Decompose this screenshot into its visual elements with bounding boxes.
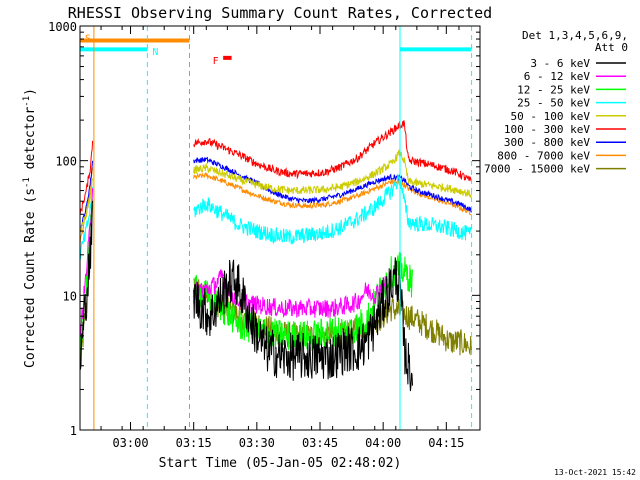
legend-entry: 300 - 800 keV [504,136,626,149]
x-tick-label: 04:00 [365,436,401,450]
legend-entry: 50 - 100 keV [511,110,626,123]
legend-label: 50 - 100 keV [511,110,591,123]
legend-entry: 3 - 6 keV [530,57,626,70]
legend-label: 7000 - 15000 keV [484,163,590,176]
y-axis-label-sup-1: -1 [22,177,32,188]
series-line [80,140,94,214]
plot-frame [79,25,481,431]
legend-entry: 6 - 12 keV [524,70,626,83]
legend-label: 3 - 6 keV [530,57,590,70]
legend-label: 100 - 300 keV [504,123,590,136]
generation-timestamp: 13-Oct-2021 15:42 [554,468,636,477]
series-line [80,177,94,234]
x-tick-label: 03:00 [112,436,148,450]
series-line [193,156,473,213]
legend-header-line-1: Det 1,3,4,5,6,9, [522,29,628,42]
x-axis-label: Start Time (05-Jan-05 02:48:02) [159,456,402,471]
series-50-100-kev [80,148,473,234]
y-tick-label: 100 [55,155,77,169]
series-line [193,174,472,246]
data-layer [80,119,473,392]
y-tick-label: 1 [70,424,77,438]
x-tick-label: 03:30 [239,436,275,450]
y-axis-label-sup-2: -1 [22,96,32,107]
legend-entry: 12 - 25 keV [517,83,626,96]
x-tick-label: 03:15 [176,436,212,450]
series-line [80,188,94,335]
series-line [193,257,413,392]
y-axis-label-main: Corrected Count Rate (s [23,188,38,368]
legend-entry: 800 - 7000 keV [497,149,626,162]
series-line [80,186,94,260]
annotation-s: S [85,34,91,45]
series-3-6-kev [80,200,413,392]
legend-entry: 100 - 300 keV [504,123,626,136]
legend-label: 12 - 25 keV [517,83,590,96]
legend-header-line-2: Att 0 [595,41,628,54]
legend-label: 25 - 50 keV [517,97,590,110]
series-100-300-kev [80,119,472,214]
legend-label: 800 - 7000 keV [497,149,590,162]
series-line [80,200,94,370]
y-axis-label: Corrected Count Rate (s-1 detector-1) [22,88,38,368]
chart-title: RHESSI Observing Summary Count Rates, Co… [68,4,492,22]
series-25-50-kev [80,174,472,260]
annotation-f: F [213,56,219,67]
annotation-n: N [152,47,158,58]
x-tick-label: 04:15 [428,436,464,450]
x-tick-label: 03:45 [302,436,338,450]
y-tick-label: 1000 [48,20,77,34]
series-line [193,172,472,216]
series-line [193,119,472,182]
plot-area: S N F 1 10 100 1000 03:00 03:15 03:30 03:45 04:00 04… [48,20,481,450]
y-tick-label: 10 [63,289,77,303]
y-axis-label-mid: detector [23,107,38,178]
legend-label: 6 - 12 keV [524,70,591,83]
legend-entry: 7000 - 15000 keV [484,163,626,176]
legend-label: 300 - 800 keV [504,136,590,149]
legend-entry: 25 - 50 keV [517,97,626,110]
y-axis-label-end: ) [23,88,38,96]
series-line [193,148,473,198]
